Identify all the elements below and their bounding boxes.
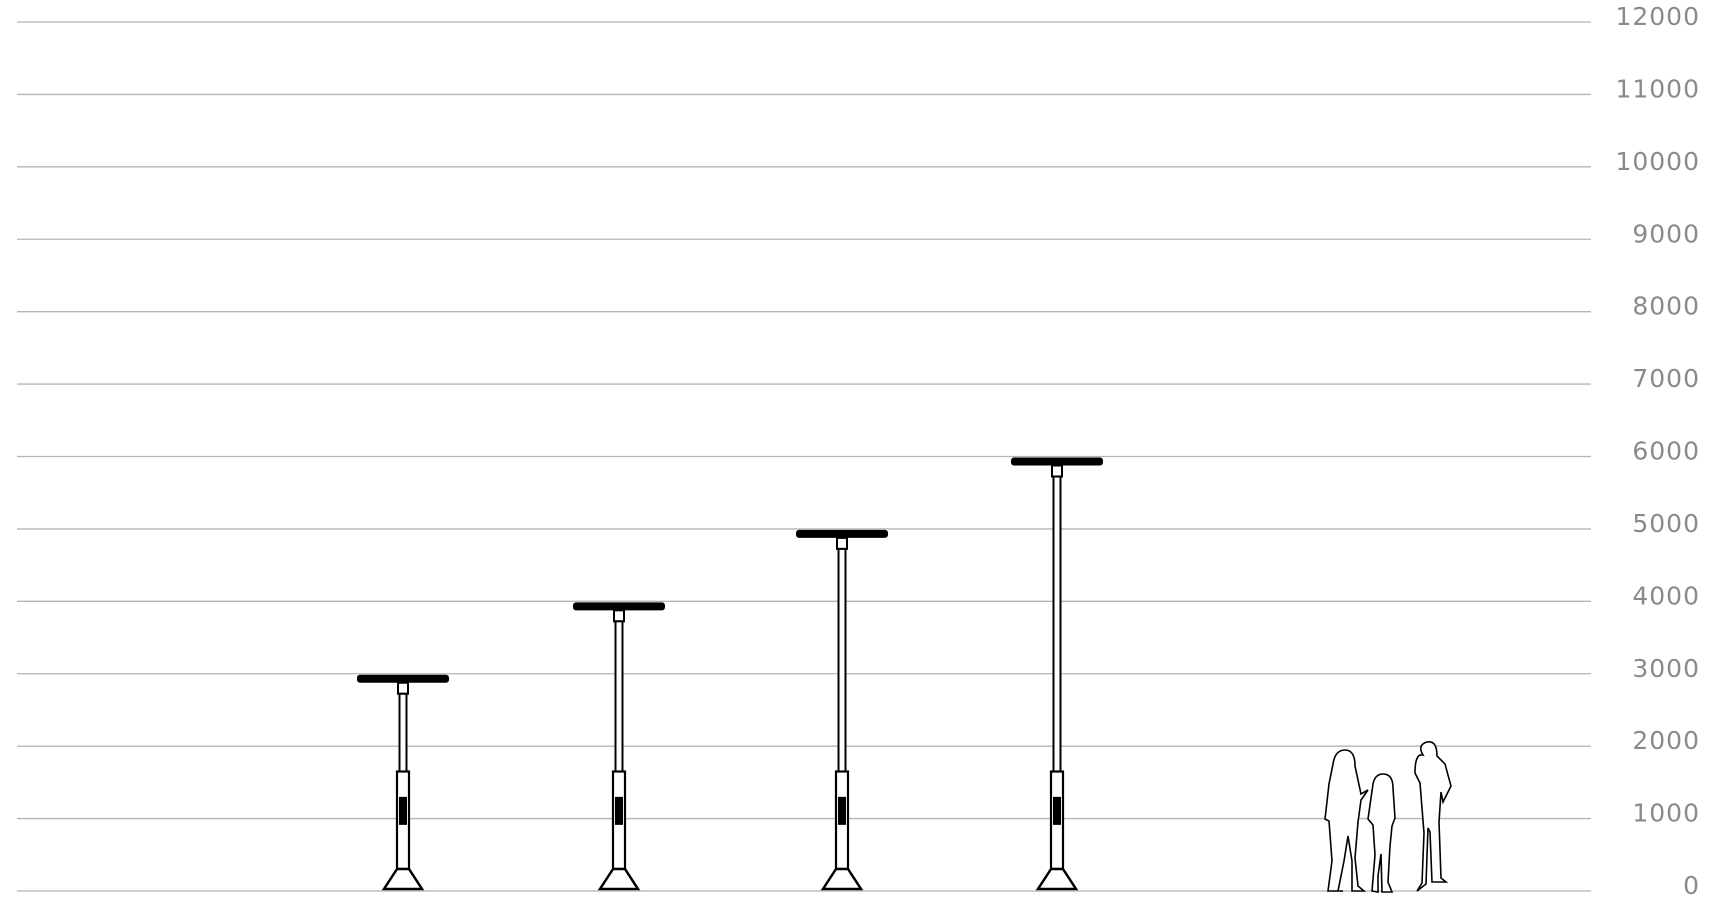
y-tick-label: 0 [1683, 871, 1700, 900]
lamp-socket [399, 796, 407, 825]
lamp-foot [381, 867, 425, 891]
lamp-foot [820, 867, 864, 891]
lamp-socket [615, 796, 623, 825]
lamp-pole [837, 547, 847, 773]
y-tick-label: 7000 [1632, 364, 1700, 393]
y-tick-label: 2000 [1632, 726, 1700, 755]
person-silhouette [1414, 740, 1452, 892]
lamp-pole [1052, 475, 1062, 773]
lamp-post [573, 602, 665, 891]
lamp-head [796, 529, 888, 538]
lamp-foot [597, 867, 641, 891]
y-tick-label: 11000 [1615, 74, 1700, 103]
lamp-foot [1035, 867, 1079, 891]
y-tick-label: 8000 [1632, 292, 1700, 321]
y-tick-label: 12000 [1615, 2, 1700, 31]
lamp-connector [836, 536, 848, 550]
person-silhouette [1324, 749, 1369, 892]
y-tick-label: 4000 [1632, 581, 1700, 610]
y-tick-label: 10000 [1615, 147, 1700, 176]
lamp-connector [613, 609, 625, 623]
lamp-socket [1053, 796, 1061, 825]
y-tick-label: 9000 [1632, 219, 1700, 248]
lamp-post [796, 529, 888, 891]
y-tick-label: 3000 [1632, 654, 1700, 683]
lamp-post [1011, 457, 1103, 891]
lamp-post [357, 674, 449, 891]
lamp-head [573, 602, 665, 611]
lamp-socket [838, 796, 846, 825]
lamp-head [357, 674, 449, 683]
lamp-connector [1051, 464, 1063, 478]
y-tick-label: 1000 [1632, 799, 1700, 828]
lamp-head [1011, 457, 1103, 466]
lamp-pole [398, 692, 408, 773]
y-tick-label: 6000 [1632, 437, 1700, 466]
person-silhouette [1367, 773, 1396, 893]
people-silhouettes [1324, 740, 1452, 893]
lamp-pole [614, 620, 624, 773]
y-tick-label: 5000 [1632, 509, 1700, 538]
lamp-connector [397, 681, 409, 695]
